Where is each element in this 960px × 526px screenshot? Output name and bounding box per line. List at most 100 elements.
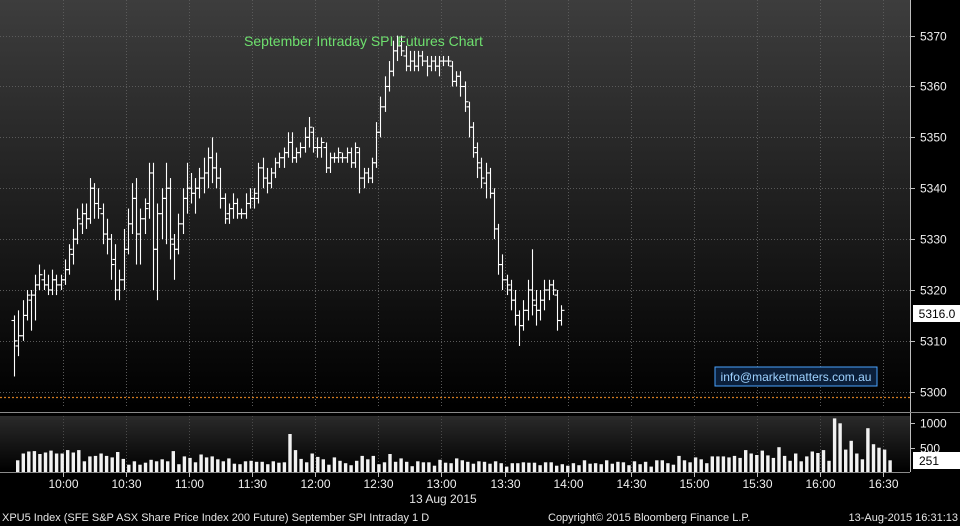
volume-bar (638, 464, 642, 472)
last-volume-label: 251 (919, 454, 939, 468)
volume-bar (799, 461, 803, 472)
volume-bar (849, 440, 853, 472)
volume-bar (482, 461, 487, 472)
volume-bar (538, 465, 542, 472)
price-tick-label: 5320 (920, 284, 947, 298)
volume-bar (193, 462, 198, 472)
volume-bar (260, 461, 264, 472)
ohlc-bar (474, 142, 481, 179)
volume-bar (132, 461, 137, 472)
volume-bar (21, 453, 25, 472)
ohlc-bar (167, 178, 174, 260)
volume-bar (660, 460, 664, 472)
volume-bar (227, 458, 231, 472)
volume-bar (666, 463, 670, 472)
volume-tick-label: 1000 (920, 417, 947, 431)
price-tick-label: 5350 (920, 131, 947, 145)
volume-bar (805, 456, 809, 472)
volume-bar (143, 462, 148, 472)
volume-bar (466, 461, 470, 472)
time-tick-label: 16:00 (805, 477, 835, 491)
volume-bar (93, 455, 98, 472)
volume-bar (388, 454, 392, 472)
contact-badge-box (714, 366, 878, 387)
volume-bar (99, 453, 103, 472)
volume-bar (305, 462, 309, 472)
time-tick-label: 11:30 (238, 477, 267, 491)
volume-bar (316, 456, 320, 472)
volume-bar (54, 453, 59, 472)
volume-bar (243, 461, 248, 472)
footer-timestamp: 13-Aug-2015 16:31:13 (849, 512, 958, 524)
chart-title: September Intraday SPI Futures Chart (244, 33, 483, 49)
last-price-label: 5316.0 (919, 307, 956, 321)
volume-bar (827, 460, 831, 472)
volume-bar (549, 462, 553, 472)
volume-bar (221, 461, 225, 472)
time-tick-label: 15:00 (679, 477, 709, 491)
volume-bar (104, 455, 109, 472)
ohlc-bar (222, 193, 229, 224)
time-grid (63, 0, 884, 472)
volume-bar (382, 462, 387, 472)
volume-bar (438, 459, 442, 472)
volume-bar (605, 460, 609, 472)
volume-bar (38, 454, 42, 472)
ohlc-bar (318, 137, 325, 158)
ohlc-bar (306, 117, 313, 148)
ohlc-bar (352, 142, 359, 168)
volume-bar (677, 455, 681, 472)
volume-bar (821, 450, 826, 472)
last-price-tag-box (913, 305, 960, 322)
volume-bar (82, 461, 87, 472)
last-price-tag: 5316.0 (913, 305, 960, 322)
ohlc-bars (11, 35, 565, 377)
footer-security: XPU5 Index (SFE S&P ASX Share Price Inde… (2, 512, 429, 524)
volume-bar (616, 461, 620, 472)
volume-bar (277, 462, 281, 472)
volume-bar (271, 461, 275, 472)
ohlc-bar (335, 147, 342, 163)
volume-bar (399, 458, 403, 472)
volume-bar (560, 464, 564, 472)
volume-bar (254, 461, 259, 472)
volume-bar (393, 461, 398, 472)
price-panel-background (0, 0, 910, 407)
time-tick-label: 15:30 (742, 477, 772, 491)
volume-bar (777, 447, 781, 472)
ohlc-bar (470, 122, 477, 158)
volume-bar (332, 457, 337, 472)
volume-bar (588, 463, 592, 472)
volume-bar (199, 454, 203, 472)
volume-bar (27, 451, 31, 472)
volume-bar (16, 460, 20, 472)
volume-bar (43, 452, 48, 472)
volume-bar (177, 464, 181, 472)
volume-bar (766, 455, 770, 472)
volume-bar (710, 456, 714, 472)
volume-bar (582, 460, 587, 472)
volume-bar (888, 460, 892, 472)
volume-bar (149, 459, 153, 472)
volume-bar (632, 461, 637, 472)
volume-bar (727, 457, 731, 472)
volume-bar (377, 464, 381, 472)
volume-bar (738, 457, 742, 472)
time-tick-label: 13:30 (490, 477, 520, 491)
footer-copyright: Copyright© 2015 Bloomberg Finance L.P. (548, 512, 750, 524)
volume-bar (649, 466, 653, 472)
price-tick-label: 5340 (920, 182, 947, 196)
volume-bar (477, 461, 481, 472)
price-tick-label: 5300 (920, 386, 947, 400)
time-tick-label: 13:00 (426, 477, 456, 491)
volume-bars (16, 418, 892, 472)
volume-bar (282, 462, 287, 472)
price-tick-label: 5360 (920, 80, 947, 94)
volume-bar (882, 449, 887, 472)
volume-bar (49, 450, 53, 472)
volume-bar (432, 465, 437, 472)
volume-bar (749, 453, 753, 472)
volume-bar (455, 458, 459, 472)
volume-bar (210, 456, 214, 472)
